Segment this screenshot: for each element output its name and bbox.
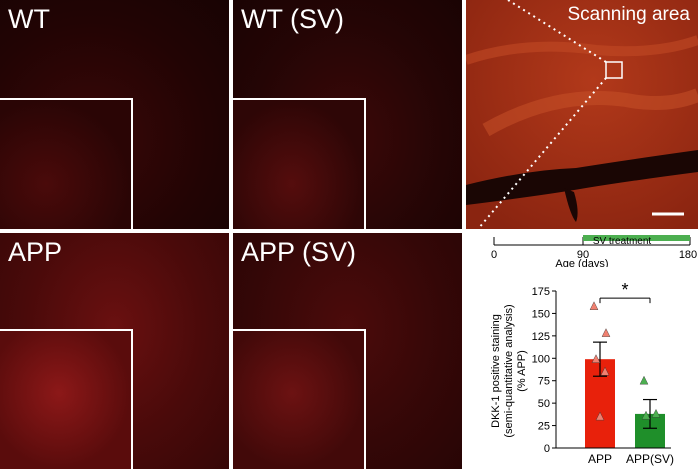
data-point xyxy=(600,366,610,376)
y-tick-label: 0 xyxy=(544,443,550,455)
hippocampus-image xyxy=(466,0,698,229)
data-point xyxy=(651,408,661,418)
panel-label-app-sv: APP (SV) xyxy=(241,237,357,267)
y-tick-label: 50 xyxy=(538,398,550,410)
timeline-axis-label: Age (days) xyxy=(555,258,608,267)
y-tick-label: 100 xyxy=(532,353,550,365)
data-point xyxy=(591,354,601,363)
panel-label-app: APP xyxy=(8,237,63,267)
x-tick-label: APP(SV) xyxy=(626,452,674,466)
data-point xyxy=(595,411,605,421)
inset-box xyxy=(0,98,133,229)
y-tick-label: 75 xyxy=(538,376,550,388)
y-axis-label-line: DKK-1 positive staining xyxy=(490,314,502,428)
y-tick-label: 150 xyxy=(532,308,550,320)
inset-box xyxy=(233,329,366,469)
treatment-label: SV treatment xyxy=(593,236,652,247)
y-axis-label-line: (semi-quantitative analysis) xyxy=(503,304,515,437)
panel-scanning-area: Scanning area xyxy=(466,0,698,229)
dkk1-bar-chart: DKK-1 positive staining (semi-quantitati… xyxy=(490,280,674,466)
timeline-tick-label: 0 xyxy=(491,249,497,261)
inset-box xyxy=(0,329,133,469)
y-axis-label-line: (% APP) xyxy=(516,350,528,392)
data-point xyxy=(601,328,611,337)
treatment-timeline: SV treatment 0 90 180 Age (days) xyxy=(491,235,697,267)
panel-wt: WT xyxy=(0,0,229,229)
x-tick-label: APP xyxy=(588,452,612,466)
data-point xyxy=(639,375,649,385)
panel-app-sv: APP (SV) xyxy=(233,233,462,469)
y-tick-label: 125 xyxy=(532,331,550,343)
panel-wt-sv: WT (SV) xyxy=(233,0,462,229)
treatment-bar xyxy=(583,235,690,241)
timeline-tick-label: 180 xyxy=(679,249,697,261)
panel-label-scanning-area: Scanning area xyxy=(567,4,690,25)
y-axis-label: DKK-1 positive staining (semi-quantitati… xyxy=(490,304,528,437)
scan-roi-box xyxy=(605,61,623,79)
data-point xyxy=(641,410,651,420)
panel-app: APP xyxy=(0,233,229,469)
y-tick-label: 25 xyxy=(538,421,550,433)
zoom-line xyxy=(507,0,607,63)
panel-label-wt-sv: WT (SV) xyxy=(241,4,344,34)
timeline-tick-label: 90 xyxy=(577,249,589,261)
y-tick-label: 175 xyxy=(532,286,550,298)
panel-label-wt: WT xyxy=(8,4,50,34)
significance-marker: * xyxy=(621,280,628,300)
data-point xyxy=(589,301,599,310)
inset-box xyxy=(233,98,366,229)
